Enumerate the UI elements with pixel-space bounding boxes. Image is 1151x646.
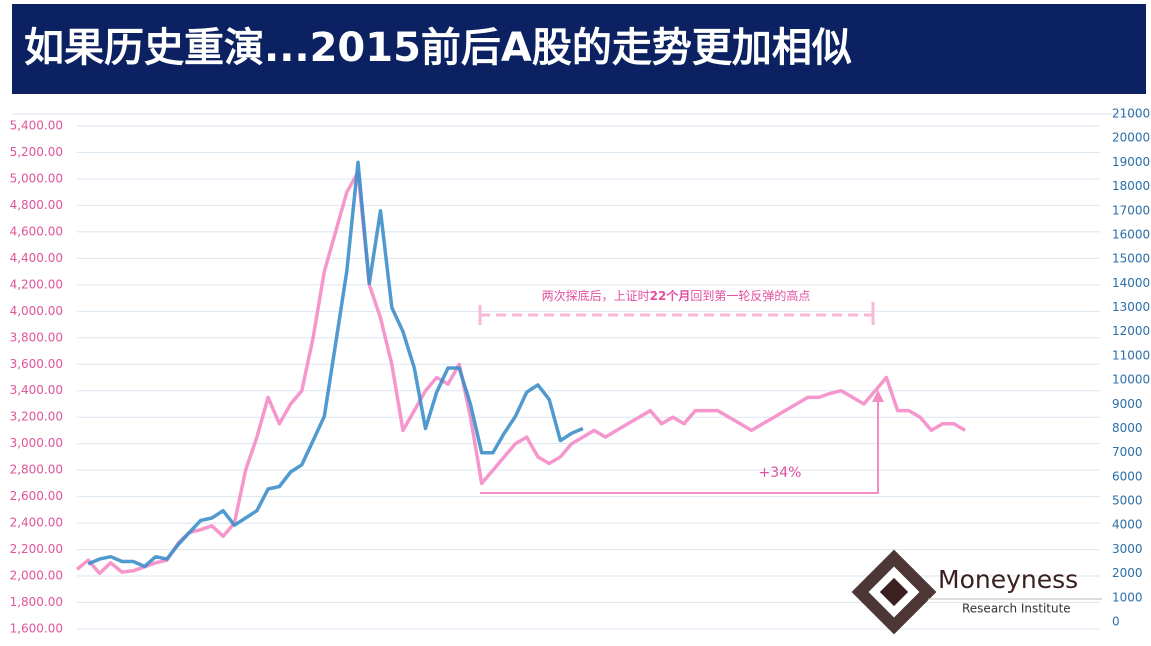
y2-tick-label: 15000 xyxy=(1112,252,1150,266)
y-tick-label: 4,600.00 xyxy=(10,224,63,238)
y-tick-label: 3,200.00 xyxy=(10,410,63,424)
y-tick-label: 2,000.00 xyxy=(10,569,63,583)
y-tick-label: 5,200.00 xyxy=(10,145,63,159)
y2-tick-label: 17000 xyxy=(1112,203,1150,217)
series-line xyxy=(75,170,966,576)
annotation-part: 两次探底后，上证时 xyxy=(542,288,650,303)
y2-tick-label: 9000 xyxy=(1112,397,1143,411)
y-tick-label: 4,200.00 xyxy=(10,277,63,291)
y-tick-label: 3,800.00 xyxy=(10,330,63,344)
logo: Moneyness Research Institute xyxy=(851,549,1102,635)
y2-tick-label: 21000 xyxy=(1112,107,1150,121)
annotation: +34% xyxy=(759,465,802,481)
y2-tick-label: 0 xyxy=(1112,615,1120,629)
y-tick-label: 4,400.00 xyxy=(10,251,63,265)
y2-tick-label: 19000 xyxy=(1112,155,1150,169)
logo-icon xyxy=(879,577,909,607)
y2-tick-label: 12000 xyxy=(1112,324,1150,338)
y-tick-label: 3,000.00 xyxy=(10,436,63,450)
y-tick-label: 1,600.00 xyxy=(10,622,63,636)
annotation-part: 回到第一轮反弹的高点 xyxy=(690,288,810,303)
y2-tick-label: 4000 xyxy=(1112,518,1143,532)
y-tick-label: 5,400.00 xyxy=(10,119,63,133)
y-tick-label: 3,600.00 xyxy=(10,357,63,371)
y2-tick-label: 5000 xyxy=(1112,494,1143,508)
y-tick-label: 4,000.00 xyxy=(10,304,63,318)
y-tick-label: 4,800.00 xyxy=(10,198,63,212)
y-tick-label: 2,400.00 xyxy=(10,516,63,530)
y2-tick-label: 8000 xyxy=(1112,421,1143,435)
title-bar xyxy=(12,4,1146,94)
y-tick-label: 2,200.00 xyxy=(10,542,63,556)
annotation-part: 22个月 xyxy=(650,288,691,303)
y2-tick-label: 14000 xyxy=(1112,276,1150,290)
y2-tick-label: 2000 xyxy=(1112,566,1143,580)
y2-tick-label: 16000 xyxy=(1112,227,1150,241)
y-tick-label: 1,800.00 xyxy=(10,595,63,609)
y2-tick-label: 6000 xyxy=(1112,469,1143,483)
y2-tick-label: 10000 xyxy=(1112,373,1150,387)
y2-tick-label: 3000 xyxy=(1112,542,1143,556)
y2-tick-label: 20000 xyxy=(1112,131,1150,145)
arrow-head xyxy=(872,390,884,402)
logo-subtitle: Research Institute xyxy=(962,602,1071,616)
y-tick-label: 2,600.00 xyxy=(10,489,63,503)
rise-bracket xyxy=(480,398,879,494)
y-tick-label: 2,800.00 xyxy=(10,463,63,477)
y2-tick-label: 13000 xyxy=(1112,300,1150,314)
y2-tick-label: 1000 xyxy=(1112,590,1143,604)
y-tick-label: 3,400.00 xyxy=(10,383,63,397)
chart-title: 如果历史重演...2015前后A股的走势更加相似 xyxy=(24,25,852,71)
y2-tick-label: 7000 xyxy=(1112,445,1143,459)
logo-name: Moneyness xyxy=(938,565,1078,594)
annotation: 两次探底后，上证时22个月回到第一轮反弹的高点 xyxy=(542,288,811,303)
y2-tick-label: 18000 xyxy=(1112,179,1150,193)
series-line xyxy=(87,160,584,569)
y2-tick-label: 11000 xyxy=(1112,348,1150,362)
y-tick-label: 5,000.00 xyxy=(10,171,63,185)
